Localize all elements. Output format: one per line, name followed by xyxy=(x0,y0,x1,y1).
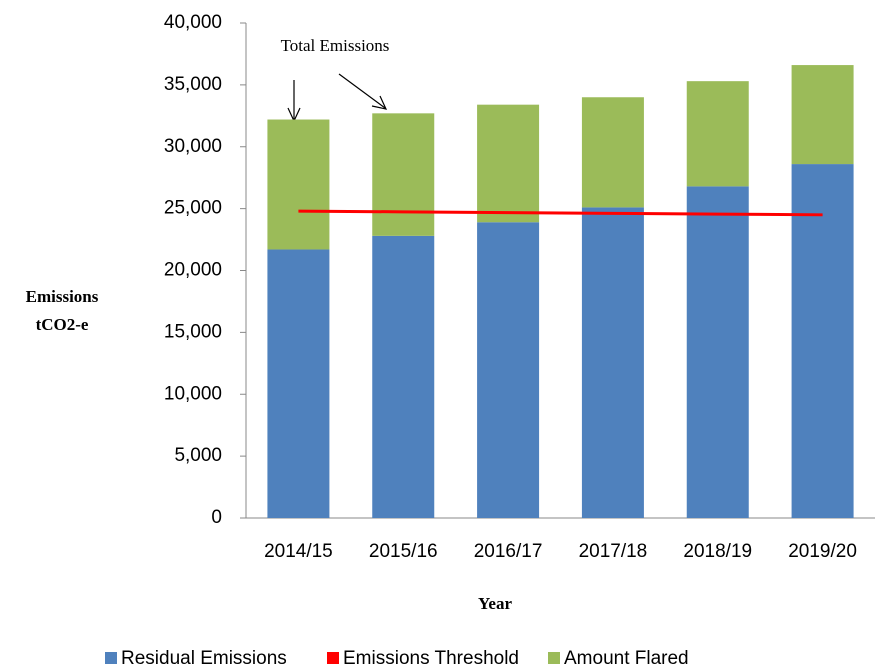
bar xyxy=(686,186,749,518)
legend-label: Emissions Threshold xyxy=(343,648,519,669)
y-tick-label: 20,000 xyxy=(164,260,222,281)
y-tick-label: 30,000 xyxy=(164,136,222,157)
bar xyxy=(581,97,644,208)
bar xyxy=(267,249,330,518)
y-tick-label: 15,000 xyxy=(164,321,222,342)
bar xyxy=(581,207,644,518)
bar xyxy=(372,113,435,236)
bar xyxy=(267,119,330,250)
x-tick-label: 2017/18 xyxy=(579,541,648,562)
y-tick-label: 25,000 xyxy=(164,198,222,219)
legend-swatch xyxy=(548,652,560,664)
y-tick-label: 35,000 xyxy=(164,74,222,95)
bar xyxy=(372,235,435,518)
annotation: Total Emissions xyxy=(281,36,390,55)
x-tick-label: 2015/16 xyxy=(369,541,438,562)
y-tick-label: 5,000 xyxy=(174,445,222,466)
y-axis-label: Emissions xyxy=(26,287,99,306)
x-tick-label: 2018/19 xyxy=(683,541,752,562)
legend-label: Residual Emissions xyxy=(121,648,287,669)
y-axis-label: tCO2-e xyxy=(36,315,89,334)
legend-swatch xyxy=(327,652,339,664)
x-tick-label: 2016/17 xyxy=(474,541,543,562)
line xyxy=(298,209,823,217)
y-tick-label: 0 xyxy=(211,507,222,528)
bar xyxy=(791,65,854,165)
legend-swatch xyxy=(105,652,117,664)
x-tick-label: 2019/20 xyxy=(788,541,857,562)
annotation-arrows xyxy=(287,73,388,123)
bar xyxy=(686,81,749,187)
x-tick-label: 2014/15 xyxy=(264,541,333,562)
x-axis-label: Year xyxy=(478,594,512,613)
legend-label: Amount Flared xyxy=(564,648,689,669)
y-tick-label: 10,000 xyxy=(164,383,222,404)
y-tick-label: 40,000 xyxy=(164,12,222,33)
bar xyxy=(477,104,540,223)
bar xyxy=(477,222,540,519)
bar xyxy=(791,164,854,518)
